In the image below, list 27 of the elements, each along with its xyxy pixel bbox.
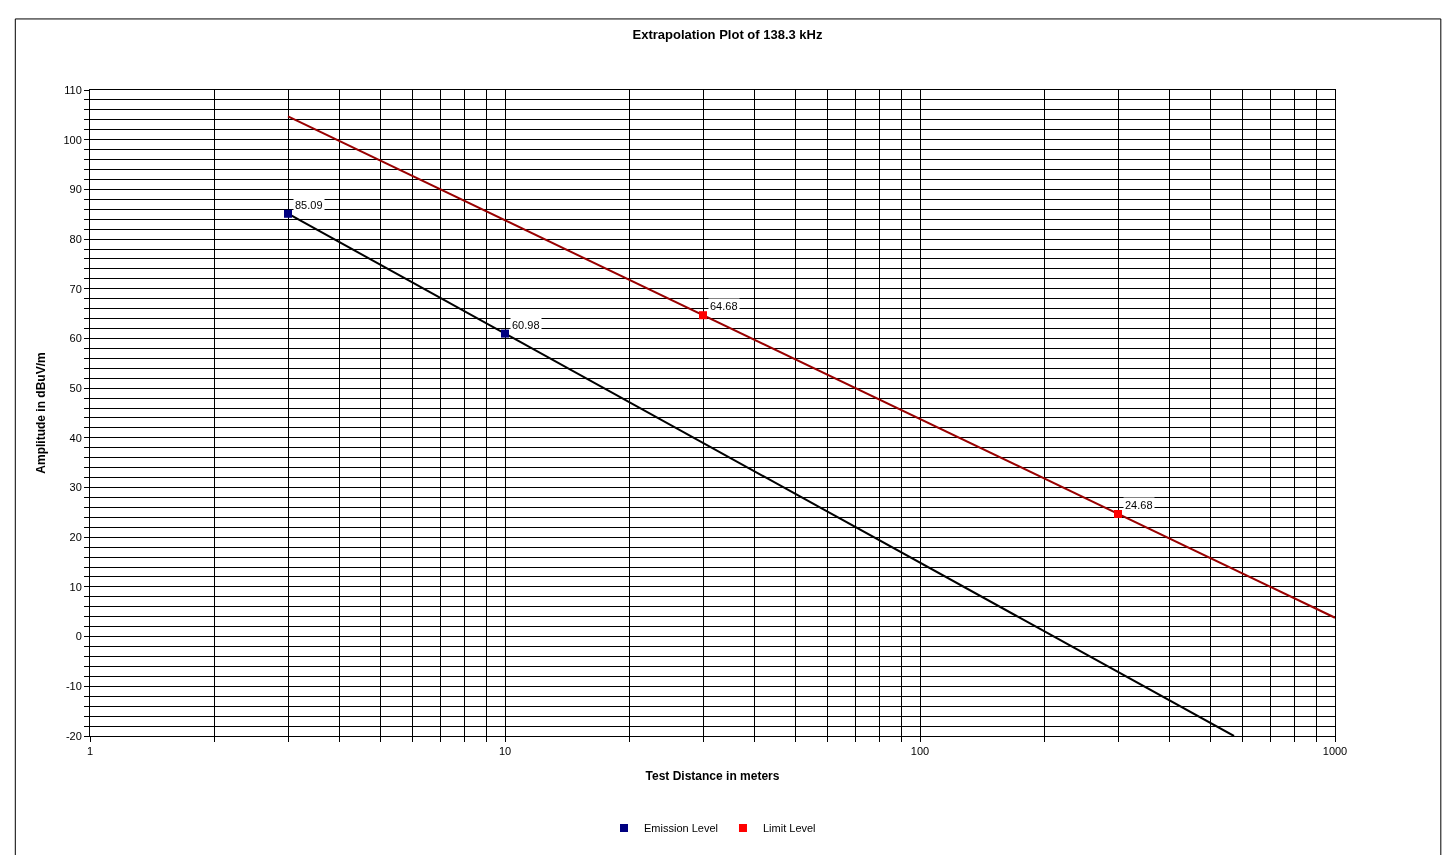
x-tick-label: 1000: [1322, 745, 1348, 758]
y-tick-label: 40: [69, 431, 82, 444]
y-tick-label: -20: [65, 729, 82, 742]
y-tick-label: 90: [69, 183, 82, 196]
legend-label: Emission Level: [644, 822, 718, 835]
legend-label: Limit Level: [762, 822, 816, 835]
data-label: 85.09: [295, 199, 323, 211]
y-tick-label: -10: [65, 680, 82, 693]
y-tick-label: 20: [69, 531, 82, 544]
y-tick-label: 50: [69, 382, 82, 394]
y-tick-label: 10: [69, 580, 82, 593]
y-tick-label: 30: [69, 481, 82, 494]
x-tick-label: 100: [910, 745, 930, 758]
data-label: 64.68: [710, 300, 738, 312]
chart-title: Extrapolation Plot of 138.3 kHz: [632, 27, 823, 43]
y-tick-label: 100: [63, 133, 82, 146]
y-tick-label: 60: [69, 332, 82, 345]
y-tick-label: 70: [69, 282, 82, 295]
x-tick-label: 1: [86, 745, 94, 758]
x-tick-label: 10: [498, 745, 512, 758]
y-axis-title: Amplitude in dBuV/m: [33, 352, 48, 474]
data-label: 60.98: [512, 319, 540, 331]
y-tick-label: 80: [69, 232, 82, 245]
y-tick-label: 0: [75, 630, 82, 643]
data-label: 24.68: [1125, 499, 1153, 511]
y-tick-label: 110: [64, 83, 82, 96]
x-axis-title: Test Distance in meters: [645, 769, 780, 784]
